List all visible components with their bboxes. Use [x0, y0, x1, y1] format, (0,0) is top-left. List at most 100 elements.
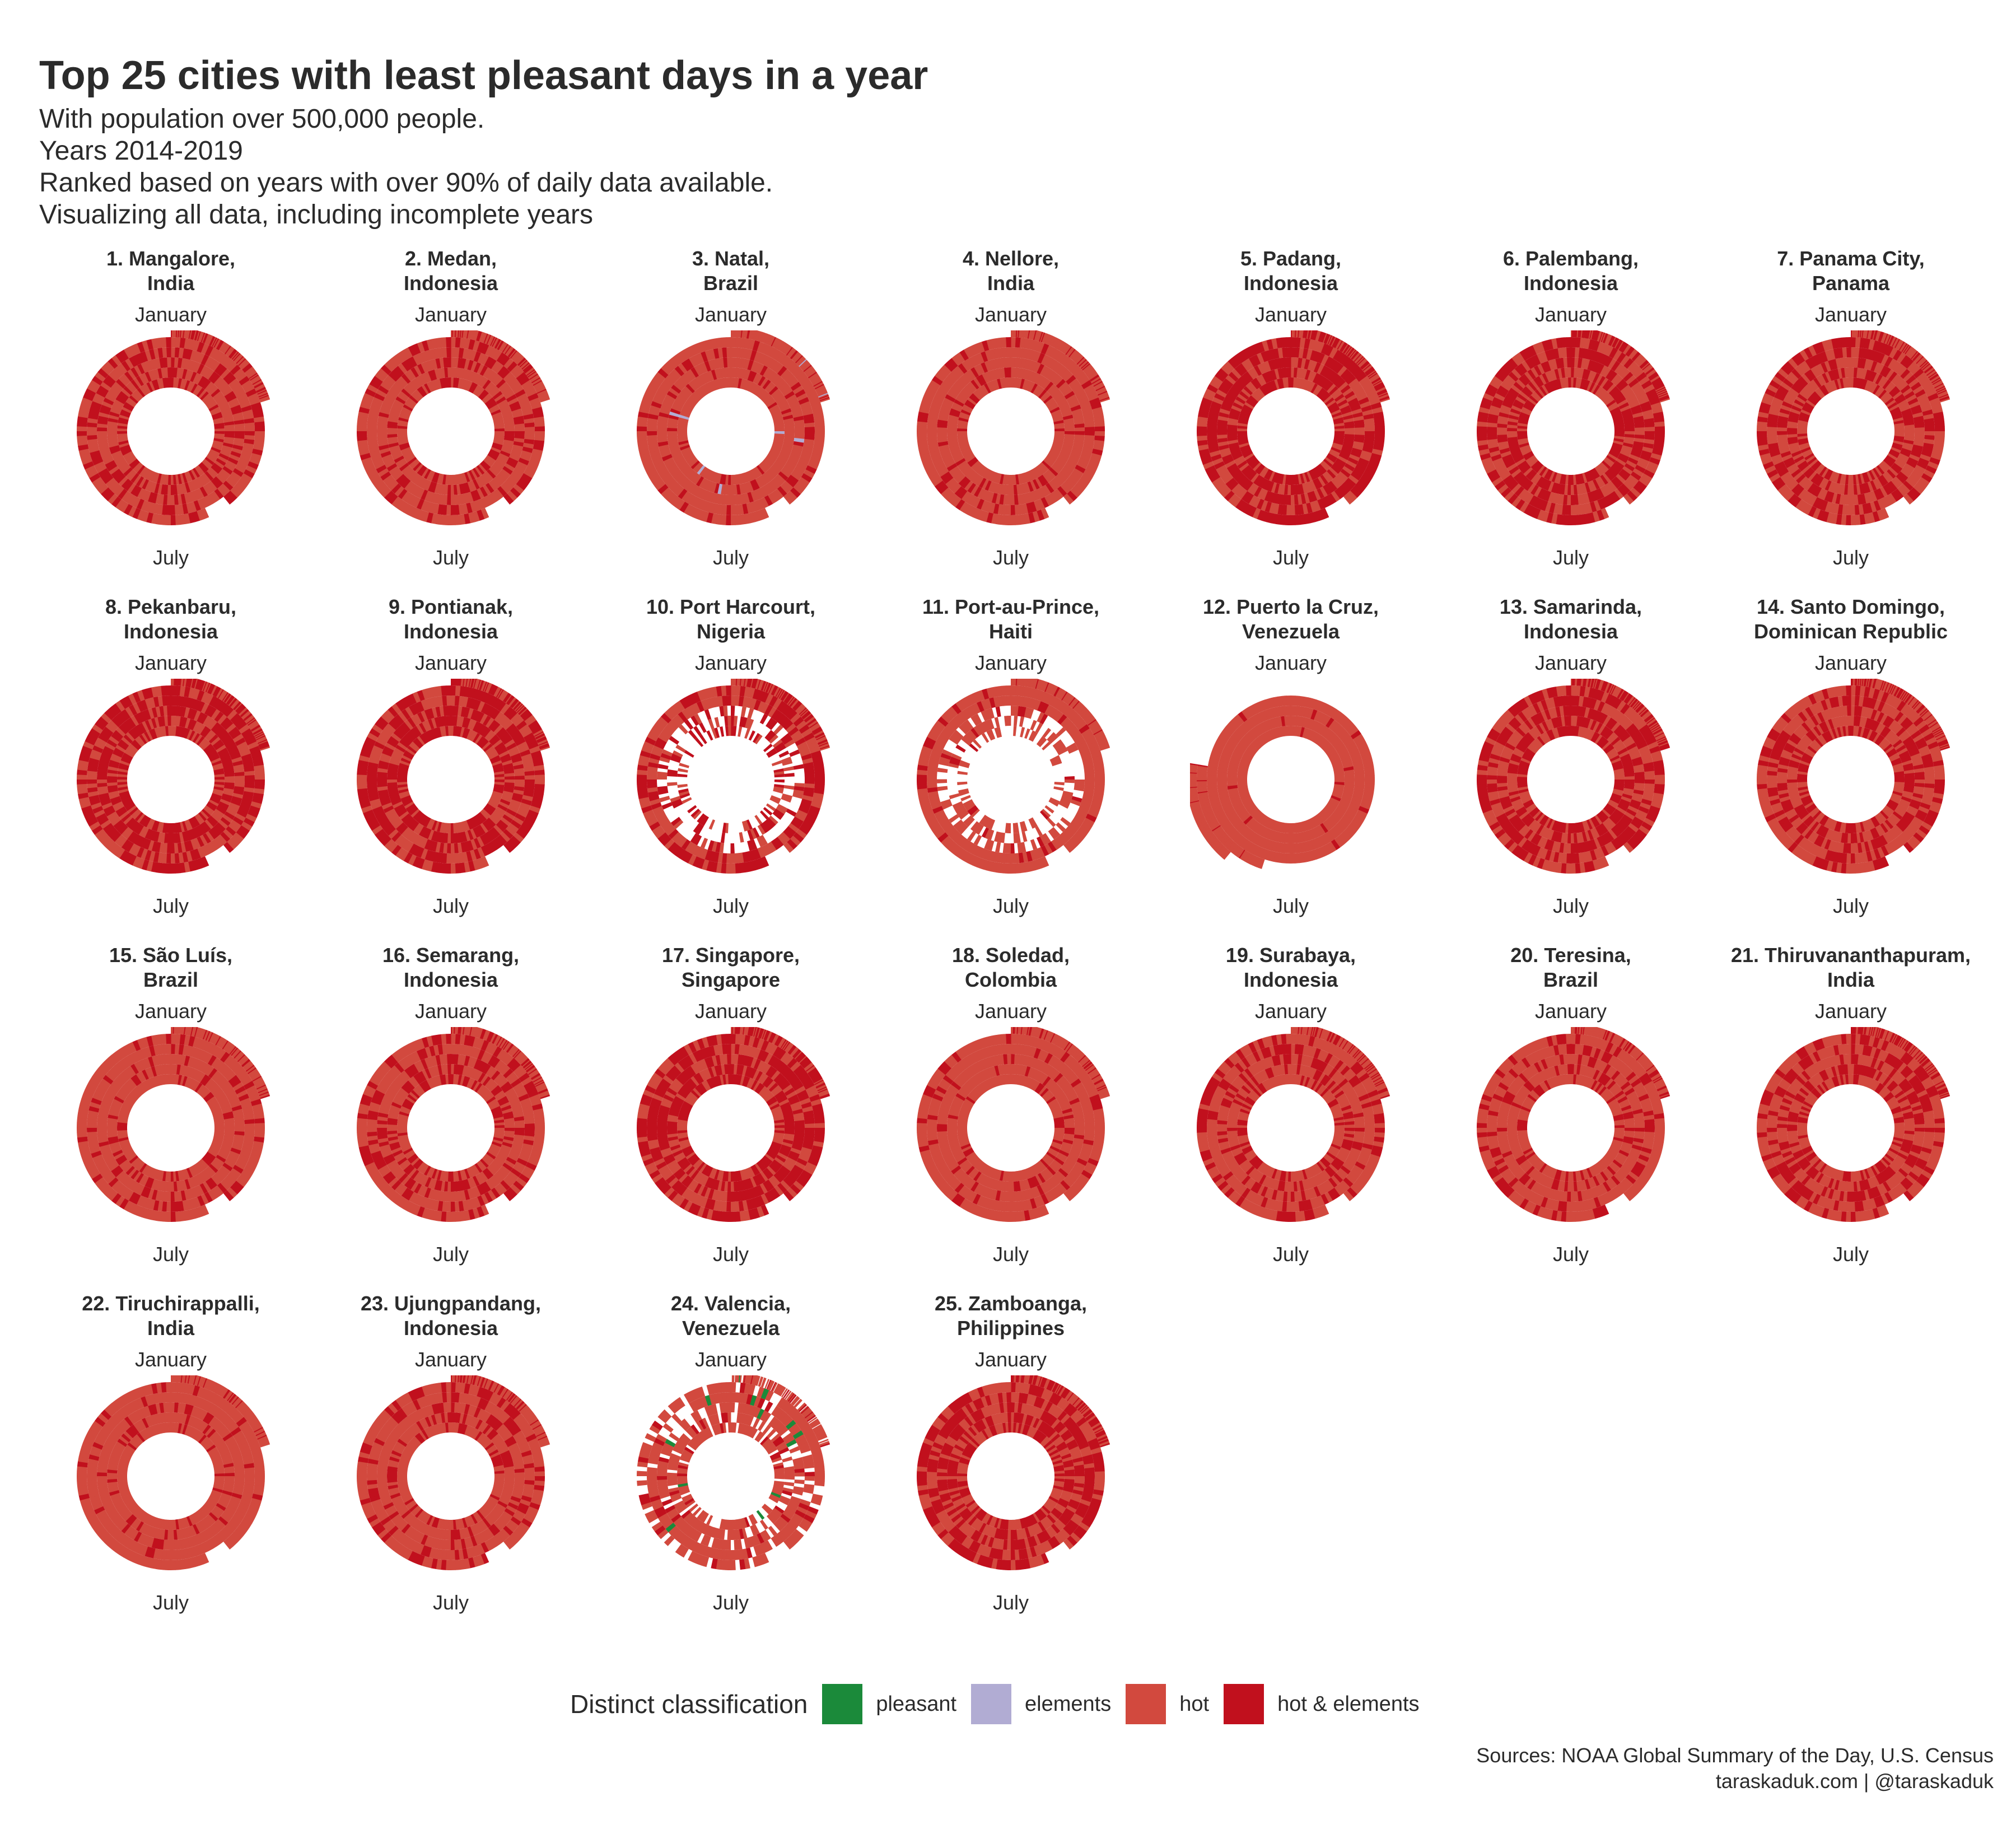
day-cell	[230, 365, 241, 376]
day-cell	[216, 396, 226, 405]
day-cell	[755, 374, 763, 385]
day-cell	[81, 397, 93, 405]
day-cell	[363, 393, 375, 402]
day-cell	[376, 389, 387, 398]
day-cell	[1817, 363, 1826, 375]
day-cell	[1313, 362, 1322, 374]
day-cell	[196, 465, 205, 475]
day-cell	[1261, 479, 1269, 490]
day-cell	[1076, 461, 1088, 470]
day-cell	[1010, 505, 1015, 516]
day-cell	[472, 479, 480, 490]
day-cell	[405, 455, 416, 463]
day-cell	[654, 461, 665, 470]
day-cell	[1042, 333, 1047, 343]
day-cell	[1494, 480, 1506, 491]
day-cell	[1590, 480, 1597, 491]
day-cell	[931, 400, 942, 409]
day-cell	[701, 384, 710, 395]
day-cell	[1519, 412, 1530, 418]
day-cell	[446, 494, 451, 505]
day-cell	[917, 435, 927, 441]
day-cell	[1331, 374, 1341, 384]
day-cell	[1083, 469, 1095, 479]
day-cell	[108, 493, 118, 505]
day-cell	[810, 375, 820, 382]
day-cell	[1883, 459, 1893, 468]
day-cell	[418, 477, 427, 488]
day-cell	[1323, 459, 1333, 468]
day-cell	[756, 510, 765, 521]
day-cell	[677, 393, 688, 402]
day-cell	[117, 435, 128, 440]
day-cell	[1343, 437, 1355, 442]
day-cell	[1641, 380, 1653, 390]
day-cell	[480, 391, 489, 401]
day-cell	[1612, 391, 1623, 400]
day-cell	[1521, 465, 1531, 474]
day-cell	[1511, 496, 1522, 507]
day-cell	[235, 464, 246, 474]
day-cell	[970, 393, 981, 402]
day-cell	[245, 367, 254, 375]
day-cell	[468, 339, 476, 351]
day-cell	[1290, 505, 1295, 516]
day-cell	[230, 487, 241, 498]
day-cell	[413, 474, 422, 485]
day-cell	[1300, 358, 1306, 369]
day-cell	[937, 427, 948, 431]
day-cell	[1257, 388, 1266, 398]
day-cell	[1646, 370, 1656, 377]
day-cell	[1836, 514, 1842, 525]
day-cell	[1850, 474, 1854, 486]
day-cell	[1793, 471, 1804, 481]
day-cell	[98, 385, 109, 394]
day-cell	[466, 349, 473, 360]
day-cell	[119, 412, 130, 418]
day-cell	[1528, 506, 1537, 517]
day-cell	[800, 361, 810, 370]
day-cell	[464, 472, 470, 483]
day-cell	[820, 398, 830, 403]
day-cell	[1239, 412, 1250, 418]
day-cell	[1342, 445, 1353, 451]
day-cell	[1291, 347, 1296, 358]
day-cell	[479, 332, 485, 342]
day-cell	[1800, 409, 1811, 416]
day-cell	[1333, 420, 1344, 425]
day-cell	[1506, 463, 1518, 472]
day-cell	[119, 463, 129, 472]
day-cell	[1350, 471, 1361, 481]
day-cell	[421, 511, 430, 522]
day-cell	[241, 450, 252, 458]
city-name: 6. Palembang,	[1502, 247, 1639, 270]
day-cell	[675, 499, 685, 510]
day-cell	[756, 465, 765, 475]
day-cell	[1910, 487, 1921, 498]
day-cell	[1038, 389, 1047, 399]
day-cell	[1600, 391, 1609, 401]
day-cell	[424, 383, 431, 394]
day-cell	[217, 340, 223, 350]
day-cell	[148, 360, 155, 371]
day-cell	[1534, 463, 1543, 473]
day-cell	[1319, 474, 1329, 485]
day-cell	[1888, 467, 1898, 477]
day-cell	[1776, 389, 1787, 398]
day-cell	[377, 427, 388, 431]
day-cell	[766, 469, 776, 479]
day-cell	[1604, 397, 1614, 406]
day-cell	[249, 397, 260, 406]
day-cell	[1548, 370, 1555, 381]
day-cell	[398, 417, 409, 422]
subtitle-line-4: Visualizing all data, including incomple…	[39, 200, 594, 230]
day-cell	[192, 340, 200, 352]
day-cell	[1791, 384, 1802, 394]
day-cell	[503, 371, 514, 382]
day-cell	[763, 459, 773, 468]
day-cell	[1511, 354, 1522, 366]
day-cell	[927, 422, 937, 428]
day-cell	[1870, 383, 1878, 394]
day-cell	[511, 408, 522, 415]
day-cell	[1632, 444, 1644, 451]
